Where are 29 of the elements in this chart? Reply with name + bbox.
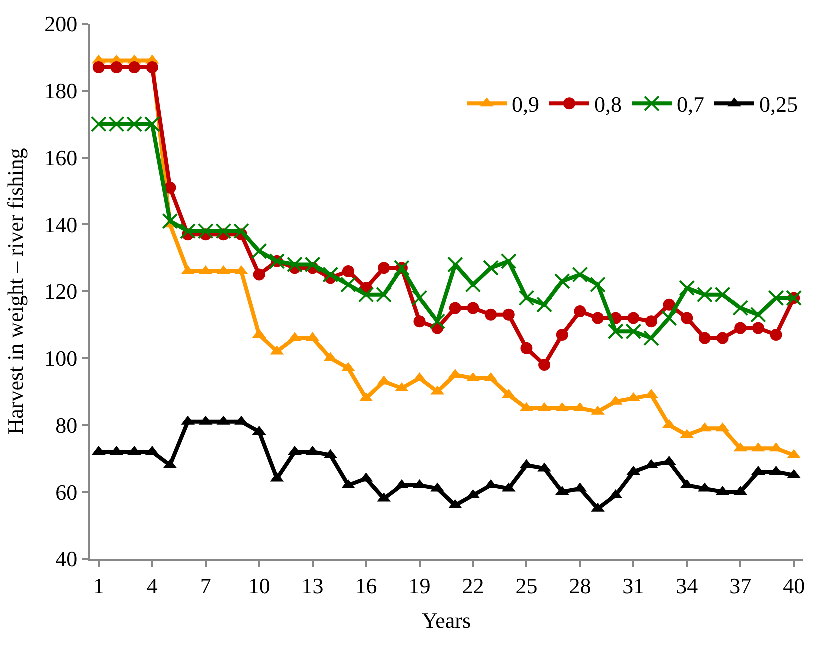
y-tick-label: 80 xyxy=(56,412,78,438)
y-tick-label: 40 xyxy=(56,546,78,572)
y-tick-label: 200 xyxy=(44,12,78,37)
x-tick-label: 37 xyxy=(730,573,752,598)
y-tick-label: 180 xyxy=(44,78,78,104)
x-tick-label: 4 xyxy=(146,573,158,598)
x-tick-label: 31 xyxy=(622,573,645,598)
x-axis-title: Years xyxy=(422,608,472,633)
x-tick-label: 25 xyxy=(516,573,538,598)
x-tick-label: 40 xyxy=(783,573,806,598)
x-tick-label: 10 xyxy=(248,573,270,598)
x-tick-label: 16 xyxy=(355,573,378,598)
y-tick-label: 100 xyxy=(44,346,78,372)
x-tick-label: 19 xyxy=(408,573,431,598)
legend-label: 0,7 xyxy=(677,92,704,118)
y-tick-label: 140 xyxy=(44,212,78,238)
legend-label: 0,9 xyxy=(512,92,540,118)
x-tick-label: 22 xyxy=(462,573,484,598)
y-tick-label: 60 xyxy=(56,480,78,505)
x-tick-label: 1 xyxy=(93,573,104,598)
legend-label: 0,25 xyxy=(760,92,798,118)
y-axis-title: Harvest in weight – river fishing xyxy=(2,148,28,435)
x-tick-label: 13 xyxy=(302,573,324,598)
y-tick-label: 120 xyxy=(44,279,78,304)
legend-label: 0,8 xyxy=(594,92,622,118)
y-tick-label: 160 xyxy=(44,145,78,170)
x-tick-label: 34 xyxy=(676,573,698,598)
x-tick-label: 28 xyxy=(569,573,592,598)
x-tick-label: 7 xyxy=(200,573,212,598)
